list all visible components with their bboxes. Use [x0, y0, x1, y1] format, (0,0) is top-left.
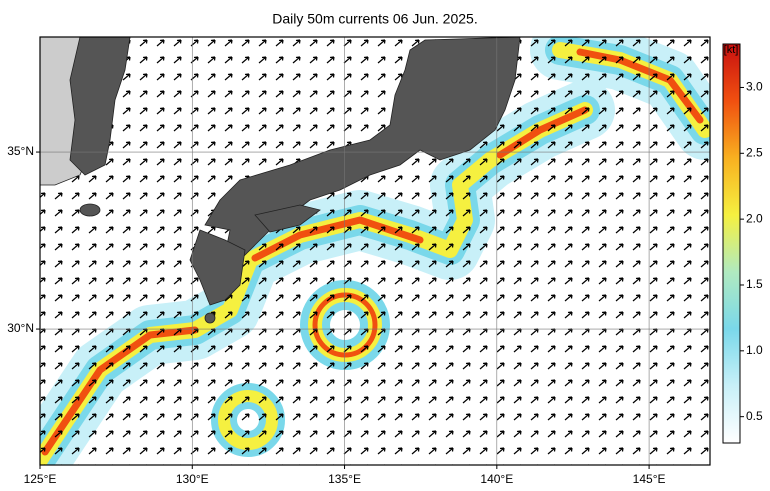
x-tick-label: 125°E — [24, 472, 57, 486]
colorbar-unit: [kt] — [724, 44, 739, 56]
x-tick-label: 145°E — [633, 472, 666, 486]
colorbar — [722, 43, 741, 444]
colorbar-tick-label: 3.0 — [746, 80, 763, 94]
land-korea — [69, 37, 131, 176]
land — [40, 37, 521, 324]
plot-frame — [39, 36, 711, 466]
colorbar-tick-label: 0.5 — [746, 409, 763, 423]
colorbar-tick-label: 2.5 — [746, 145, 763, 159]
y-tick-label: 35°N — [7, 144, 34, 158]
land-kyushu — [189, 229, 246, 306]
land-jeju — [79, 203, 101, 217]
map-title: Daily 50m currents 06 Jun. 2025. — [272, 11, 477, 27]
x-tick-label: 130°E — [176, 472, 209, 486]
plot-area — [40, 37, 710, 465]
land-tanegashima — [204, 312, 216, 324]
grid — [40, 37, 710, 465]
land-shikoku — [254, 204, 321, 233]
land-honshu — [204, 37, 521, 261]
current-arrows — [40, 37, 710, 465]
colorbar-tick-label: 1.0 — [746, 343, 763, 357]
x-tick-label: 135°E — [328, 472, 361, 486]
y-tick-label: 30°N — [7, 321, 34, 335]
colorbar-tick-label: 2.0 — [746, 211, 763, 225]
colorbar-tick-label: 1.5 — [746, 277, 763, 291]
x-tick-label: 140°E — [480, 472, 513, 486]
